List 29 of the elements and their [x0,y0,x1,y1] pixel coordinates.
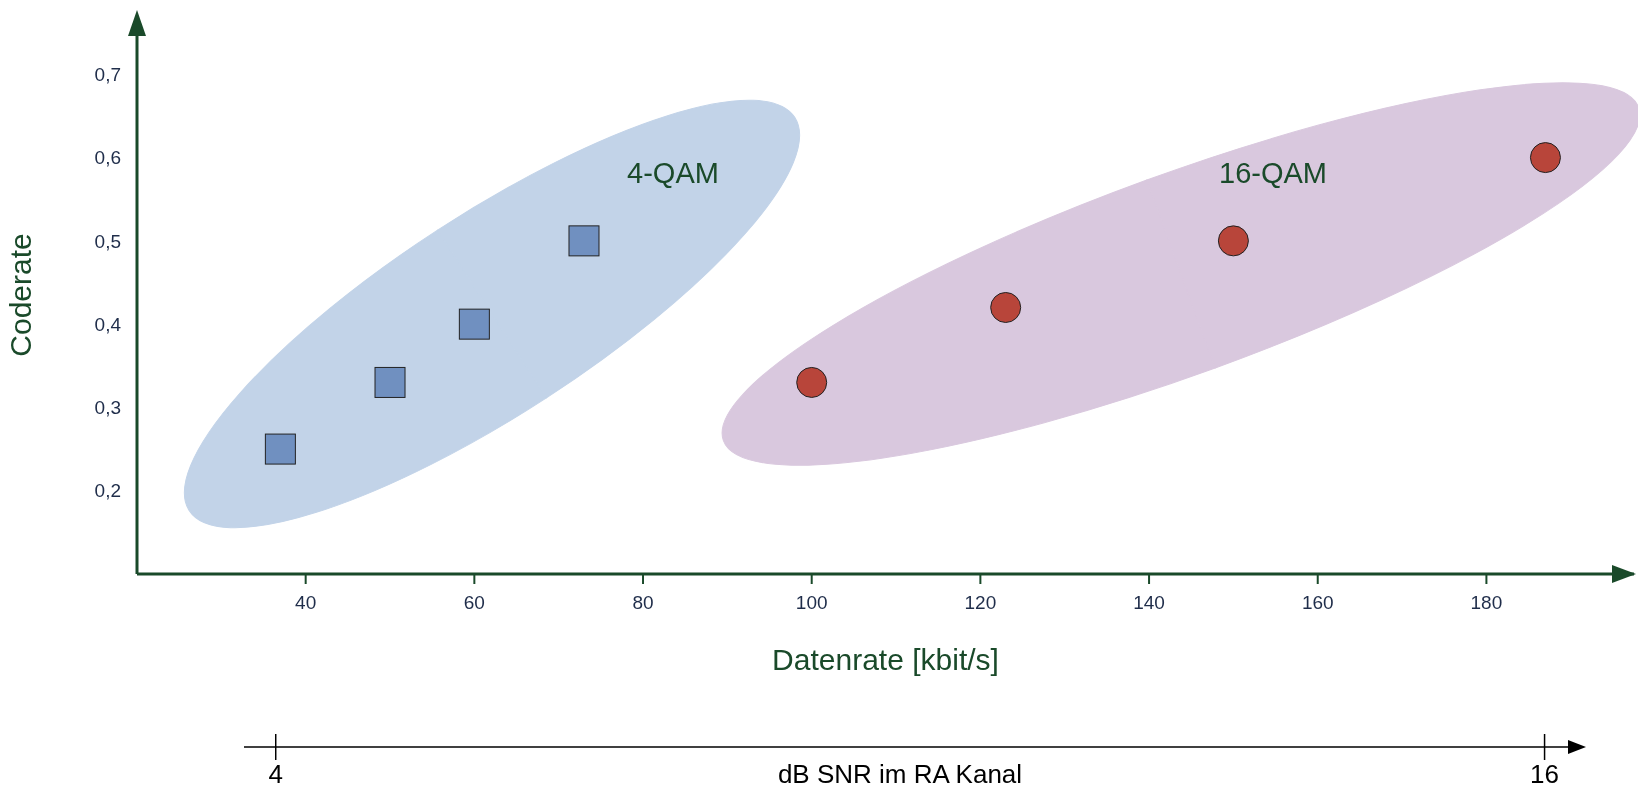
y-tick-label: 0,5 [94,230,121,252]
point [458,308,490,340]
x-tick-label: 180 [1470,592,1503,614]
series-label: 16-QAM [1219,157,1327,189]
point [568,225,600,257]
point [990,291,1022,323]
y-tick-label: 0,6 [94,147,121,169]
y-tick-label: 0,3 [94,397,121,419]
point [264,433,296,465]
x-tick-label: 40 [295,592,317,614]
x-tick-label: 160 [1301,592,1334,614]
y-axis-title: Coderate [3,233,37,357]
point [1529,142,1561,174]
point [1217,225,1249,257]
x2-axis-title: dB SNR im RA Kanal [777,759,1023,789]
series-label: 4-QAM [627,157,719,189]
point [374,366,406,398]
x-axis-title: Datenrate [kbit/s] [772,643,999,677]
y-tick-label: 0,7 [94,64,121,86]
x-tick-label: 100 [795,592,828,614]
y-tick-label: 0,2 [94,480,121,502]
y-tick-label: 0,4 [94,313,122,335]
x-tick-label: 60 [463,592,485,614]
x-tick-label: 140 [1133,592,1165,614]
point [796,366,828,398]
x2-tick-label: 4 [268,759,283,789]
x-tick-label: 120 [964,592,997,614]
x-tick-label: 80 [632,592,654,614]
x2-tick-label: 16 [1530,759,1560,789]
